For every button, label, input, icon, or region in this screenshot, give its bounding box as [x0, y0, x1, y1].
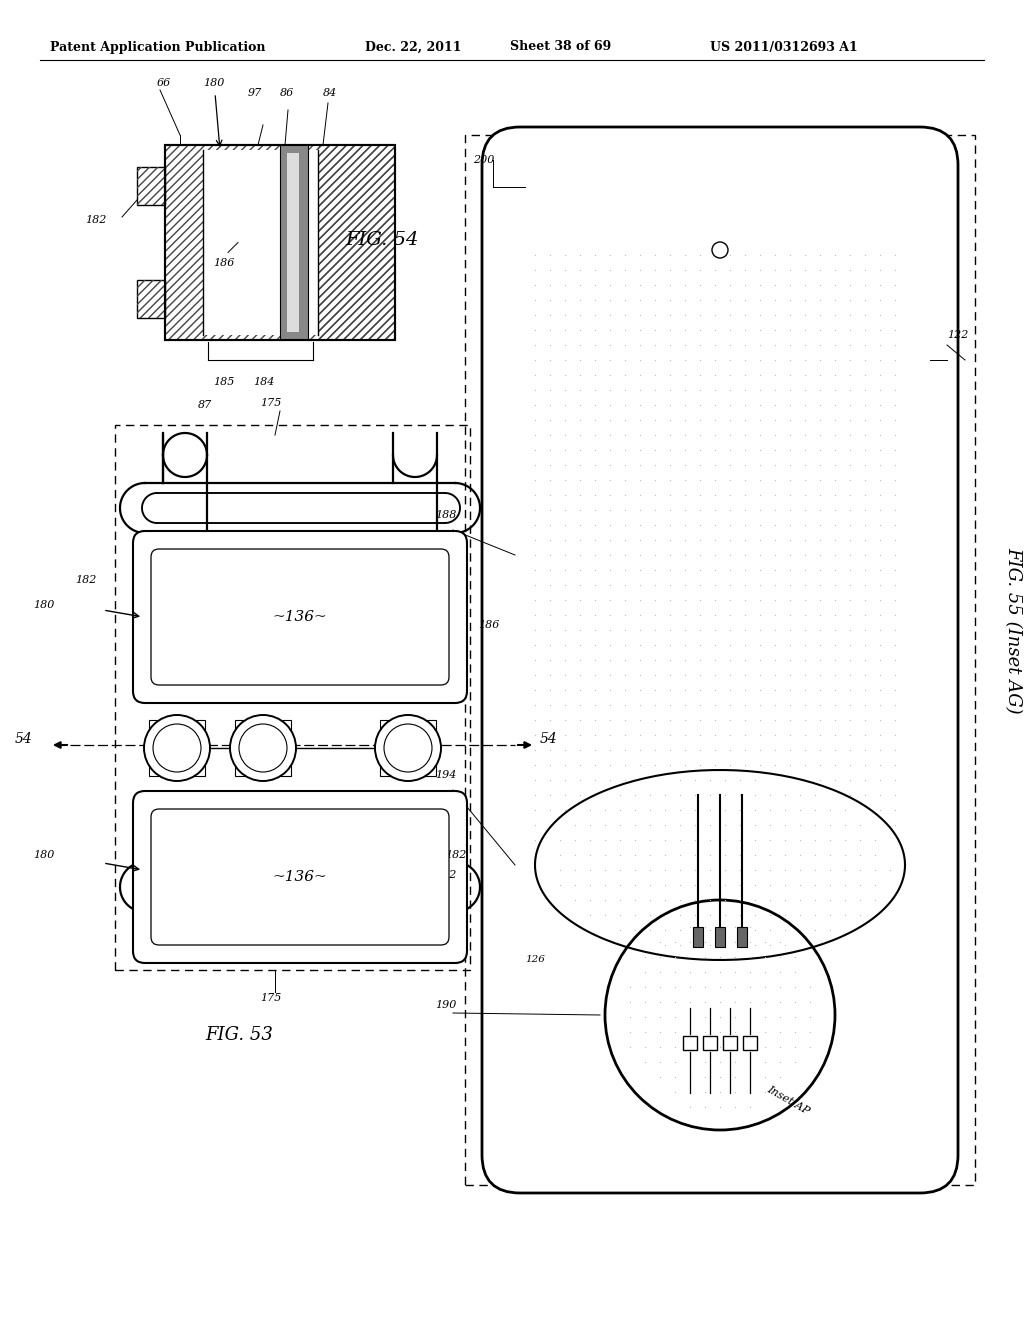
Circle shape: [230, 715, 296, 781]
Text: 190: 190: [435, 1001, 457, 1010]
Bar: [137, 280, 165, 318]
Text: 122: 122: [947, 330, 969, 341]
Text: 66: 66: [157, 78, 171, 88]
Bar: [693, 927, 703, 946]
Text: 186: 186: [213, 257, 234, 268]
Bar: [465, 135, 975, 1185]
Text: 182: 182: [75, 576, 96, 585]
Circle shape: [384, 723, 432, 772]
Text: 54: 54: [540, 733, 558, 746]
Bar: [737, 927, 746, 946]
Circle shape: [605, 900, 835, 1130]
FancyBboxPatch shape: [133, 791, 467, 964]
Text: FIG. 54: FIG. 54: [345, 231, 419, 249]
Circle shape: [144, 715, 210, 781]
Text: 84: 84: [323, 88, 337, 98]
Text: 185: 185: [213, 378, 234, 387]
Bar: [280, 145, 308, 341]
Bar: [115, 425, 470, 970]
Text: ~136~: ~136~: [272, 870, 328, 884]
Text: FIG. 55 (Inset AG): FIG. 55 (Inset AG): [1004, 546, 1022, 713]
Text: 175: 175: [260, 399, 282, 408]
Text: 126: 126: [525, 956, 545, 965]
Circle shape: [375, 715, 441, 781]
Polygon shape: [535, 770, 905, 960]
Text: 192: 192: [435, 870, 457, 880]
Bar: [165, 145, 395, 341]
Text: Patent Application Publication: Patent Application Publication: [50, 41, 265, 54]
Text: FIG. 53: FIG. 53: [205, 1026, 272, 1044]
Bar: [137, 280, 165, 318]
Text: 194: 194: [435, 770, 457, 780]
Bar: [150, 719, 205, 776]
Circle shape: [239, 723, 287, 772]
Bar: [743, 1036, 757, 1049]
Text: 188: 188: [435, 510, 457, 520]
Text: US 2011/0312693 A1: US 2011/0312693 A1: [710, 41, 858, 54]
Text: 186: 186: [478, 620, 500, 630]
Bar: [203, 150, 318, 335]
Text: 175: 175: [260, 993, 282, 1003]
Text: 86: 86: [280, 88, 294, 98]
Text: 54: 54: [15, 733, 33, 746]
Text: 184: 184: [253, 378, 274, 387]
FancyBboxPatch shape: [133, 531, 467, 704]
Bar: [318, 145, 395, 341]
Bar: [165, 145, 395, 341]
Bar: [715, 927, 725, 946]
Text: 180: 180: [33, 850, 54, 861]
Bar: [234, 719, 291, 776]
Text: 87: 87: [198, 400, 212, 411]
Bar: [703, 1036, 717, 1049]
Text: Dec. 22, 2011: Dec. 22, 2011: [365, 41, 462, 54]
Bar: [723, 1036, 737, 1049]
Text: 180: 180: [203, 78, 224, 88]
Text: 182: 182: [445, 850, 466, 861]
FancyBboxPatch shape: [151, 549, 449, 685]
Text: Inset AP: Inset AP: [765, 1084, 811, 1117]
Circle shape: [153, 723, 201, 772]
Text: 180: 180: [33, 601, 54, 610]
Text: 97: 97: [248, 88, 262, 98]
Text: 200: 200: [473, 154, 495, 165]
Bar: [137, 168, 165, 205]
Text: 182: 182: [85, 215, 106, 224]
Bar: [380, 719, 436, 776]
FancyBboxPatch shape: [151, 809, 449, 945]
FancyBboxPatch shape: [482, 127, 958, 1193]
Bar: [683, 1036, 697, 1049]
Text: ~136~: ~136~: [272, 610, 328, 624]
Bar: [165, 145, 395, 341]
Bar: [287, 153, 299, 333]
Bar: [137, 168, 165, 205]
Text: Sheet 38 of 69: Sheet 38 of 69: [510, 41, 611, 54]
Circle shape: [712, 242, 728, 257]
